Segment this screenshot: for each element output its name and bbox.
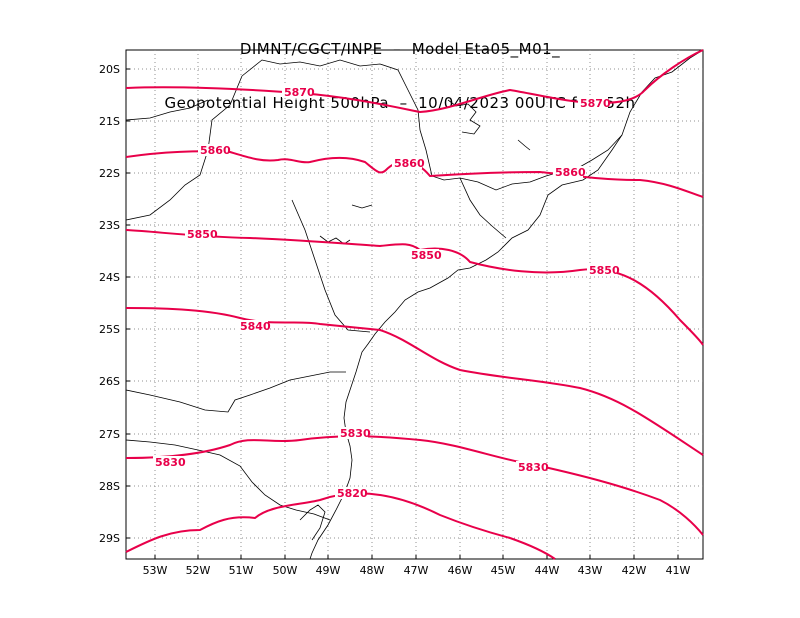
contour-labels: 5870 5870 5860 5860 5860 5850 5850 5850 …: [155, 86, 620, 500]
state-border-ms: [125, 99, 209, 121]
x-tick-label: 50W: [273, 564, 298, 577]
x-tick-label: 48W: [360, 564, 385, 577]
x-tick-label: 42W: [622, 564, 647, 577]
x-tick-label: 53W: [143, 564, 168, 577]
contour-label-5830: 5830: [340, 427, 371, 440]
label-bg: [553, 166, 583, 178]
y-tick-label: 25S: [99, 323, 120, 336]
state-border-sc-rs: [125, 439, 331, 521]
contour-5870-line: [125, 49, 704, 114]
lagoon-outline: [299, 504, 326, 541]
contour-lines: [125, 49, 704, 560]
label-bg: [338, 427, 368, 439]
contour-label-5850: 5850: [411, 249, 442, 262]
y-tick-label: 21S: [99, 115, 120, 128]
coastline-and-borders: [125, 49, 704, 560]
x-tick-label: 43W: [578, 564, 603, 577]
x-tick-label: 41W: [666, 564, 691, 577]
gridlines: [126, 50, 703, 559]
contour-label-5870: 5870: [580, 97, 611, 110]
contour-5850-line: [125, 229, 704, 346]
lake-outline: [447, 99, 481, 135]
x-tick-label: 46W: [448, 564, 473, 577]
contour-label-5820: 5820: [337, 487, 368, 500]
state-border-pr-sc: [125, 371, 346, 413]
label-bg: [335, 487, 365, 499]
contour-5840-line: [125, 307, 704, 456]
map-title: DIMNT/CGCT/INPE – Model Eta05_M01_ Geopo…: [0, 4, 800, 130]
y-tick-label: 27S: [99, 428, 120, 441]
label-bg: [392, 157, 422, 169]
x-tick-label: 45W: [491, 564, 516, 577]
contour-label-5830: 5830: [518, 461, 549, 474]
contour-5820-line: [125, 492, 556, 560]
contour-5860-line: [125, 150, 704, 198]
title-line-1: DIMNT/CGCT/INPE – Model Eta05_M01_: [239, 40, 561, 58]
label-bg: [282, 86, 312, 98]
label-bg: [185, 228, 215, 240]
contour-label-5830: 5830: [155, 456, 186, 469]
y-axis-labels: 20S 21S 22S 23S 24S 25S 26S 27S 28S 29S: [99, 63, 120, 545]
contour-label-5850: 5850: [187, 228, 218, 241]
y-tick-label: 23S: [99, 219, 120, 232]
label-bg: [578, 97, 608, 109]
label-bg: [238, 320, 268, 332]
label-bg: [516, 461, 546, 473]
contour-label-5860: 5860: [200, 144, 231, 157]
contour-label-5840: 5840: [240, 320, 271, 333]
label-bg: [409, 249, 439, 261]
label-bg: [198, 144, 228, 156]
state-border-interior: [291, 199, 371, 333]
contour-label-5860: 5860: [394, 157, 425, 170]
y-tick-label: 22S: [99, 167, 120, 180]
lake-outline-3: [517, 139, 531, 151]
lake-outline-2: [351, 204, 373, 209]
y-tick-label: 26S: [99, 375, 120, 388]
y-tick-label: 28S: [99, 480, 120, 493]
contour-label-5860: 5860: [555, 166, 586, 179]
coastline: [309, 49, 704, 560]
plot-frame: [125, 49, 704, 560]
state-border-pr-north: [207, 75, 243, 151]
state-border-mg-rj: [459, 177, 507, 239]
x-tick-label: 44W: [535, 564, 560, 577]
tick-marks: [126, 68, 679, 559]
contour-label-5870: 5870: [284, 86, 315, 99]
x-tick-label: 52W: [186, 564, 211, 577]
x-axis-labels: 53W 52W 51W 50W 49W 48W 47W 46W 45W 44W …: [143, 564, 691, 577]
y-tick-label: 20S: [99, 63, 120, 76]
y-tick-label: 29S: [99, 532, 120, 545]
contour-label-backgrounds: [153, 86, 617, 499]
x-tick-label: 47W: [404, 564, 429, 577]
contour-5830-line: [125, 435, 704, 536]
state-border-sp-pr: [125, 149, 209, 221]
y-tick-label: 24S: [99, 271, 120, 284]
label-bg: [587, 264, 617, 276]
label-bg: [153, 456, 183, 468]
x-tick-label: 49W: [316, 564, 341, 577]
contour-label-5850: 5850: [589, 264, 620, 277]
x-tick-label: 51W: [229, 564, 254, 577]
